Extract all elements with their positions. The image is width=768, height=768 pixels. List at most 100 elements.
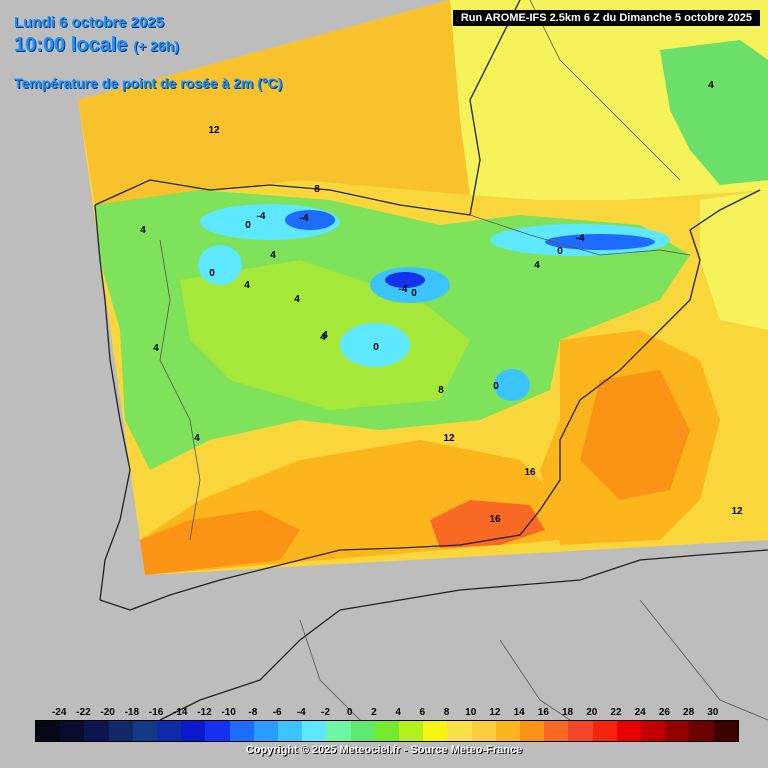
isoline-label: 8 — [438, 385, 444, 396]
isoline-label: 0 — [245, 220, 251, 231]
zone-east-yellow — [700, 190, 768, 330]
run-info: Run AROME-IFS 2.5km 6 Z du Dimanche 5 oc… — [452, 10, 760, 26]
legend-swatch — [84, 721, 109, 741]
legend-tick-label: 28 — [683, 707, 695, 718]
legend-swatch — [205, 721, 230, 741]
isoline-label: 4 — [244, 280, 250, 291]
legend-tick-label: -18 — [124, 707, 140, 718]
isoline-label: 4 — [534, 260, 540, 271]
isoline-label: -4 — [399, 284, 408, 295]
isoline-label: 12 — [208, 125, 220, 136]
zone-galicia — [198, 245, 242, 285]
copyright: Copyright © 2025 Meteociel.fr - Source M… — [245, 744, 523, 756]
legend-tick-label: 4 — [395, 707, 401, 718]
legend-tick-label: -16 — [148, 707, 164, 718]
isoline-label: 4 — [140, 225, 146, 236]
legend-swatch — [374, 721, 400, 741]
legend-swatch — [181, 721, 206, 741]
legend-tick-label: 22 — [610, 707, 622, 718]
legend-swatch — [423, 721, 448, 741]
legend-tick-label: 26 — [658, 707, 670, 718]
legend-tick-label: 30 — [707, 707, 719, 718]
legend-tick-label: -8 — [248, 707, 258, 718]
legend-tick-label: 8 — [443, 707, 450, 718]
legend-swatch — [229, 721, 254, 741]
legend-swatch — [568, 721, 593, 741]
legend-tick-label: 24 — [634, 707, 646, 718]
isoline-label: 4 — [153, 343, 159, 354]
legend-tick-label: 20 — [586, 707, 598, 718]
legend-swatch — [471, 721, 496, 741]
legend-tick-label: 2 — [371, 707, 377, 718]
isoline-label: 16 — [524, 467, 536, 478]
isoline-label: 4 — [708, 80, 714, 91]
isoline-label: 0 — [373, 342, 379, 353]
legend-swatch — [399, 721, 424, 741]
legend-tick-label: 18 — [561, 707, 574, 718]
parameter-title: Température de point de rosée à 2m (°C) — [14, 75, 283, 91]
legend-tick-label: -4 — [296, 707, 306, 718]
zone-iberic-core — [385, 272, 425, 288]
legend-swatch — [157, 721, 182, 741]
isoline-label: 0 — [557, 246, 563, 257]
zone-cantabria-core — [285, 210, 335, 230]
isoline-label: -4 — [300, 213, 309, 224]
legend-tick-label: -14 — [173, 707, 188, 718]
isoline-label: -4 — [576, 233, 585, 244]
legend-tick-label: 6 — [419, 707, 426, 718]
forecast-lead: (+ 26h) — [133, 38, 179, 54]
isoline-label: 16 — [489, 514, 501, 525]
isoline-label: 12 — [731, 506, 743, 517]
zone-biscay — [78, 0, 470, 205]
isoline-label: 4 — [320, 332, 326, 343]
legend-tick-label: 10 — [465, 707, 477, 718]
isoline-label: 0 — [209, 268, 215, 279]
legend-tick-label: -22 — [76, 707, 91, 718]
legend-tick-label: -6 — [272, 707, 282, 718]
isoline-label: 4 — [270, 250, 276, 261]
legend-swatch — [665, 721, 690, 741]
legend-tick-label: 12 — [489, 707, 501, 718]
forecast-time-value: 10:00 locale — [14, 34, 128, 56]
isoline-label: 12 — [443, 433, 455, 444]
legend-swatch — [132, 721, 158, 741]
isoline-label: 8 — [314, 184, 320, 195]
zone-med-dark — [580, 370, 690, 500]
zone-central — [340, 323, 410, 367]
coastlines — [94, 0, 768, 721]
isoline-label: 0 — [411, 288, 417, 299]
legend-tick-label: 14 — [513, 707, 525, 718]
legend-tick-label: -2 — [321, 707, 330, 718]
legend-swatch — [253, 721, 279, 741]
legend-tick-label: 0 — [346, 707, 353, 718]
legend-swatch — [60, 721, 85, 741]
isoline-label: 4 — [322, 330, 328, 341]
isoline-label: -4 — [257, 211, 266, 222]
legend-swatch — [302, 721, 327, 741]
legend-tick-label: -24 — [51, 707, 67, 718]
legend-swatch — [544, 721, 569, 741]
forecast-date: Lundi 6 octobre 2025 — [14, 14, 165, 31]
legend-swatch — [278, 721, 303, 741]
isoline-label: 4 — [294, 294, 300, 305]
legend-ticks: -24 -22 -20 -18 -16 -14 -12 -10 -8 -6 -4 -2 0 2 4 6 8 10 1… — [25, 707, 747, 719]
legend-swatch — [592, 721, 617, 741]
legend-tick-label: -10 — [221, 707, 236, 718]
legend-swatch — [689, 721, 714, 741]
isoline-label: 4 — [194, 433, 200, 444]
legend-swatch — [713, 721, 738, 741]
legend-swatch — [495, 721, 521, 741]
legend-swatch — [350, 721, 375, 741]
zone-teruel — [494, 369, 530, 401]
legend-swatch — [616, 721, 642, 741]
legend-color-bar — [35, 720, 739, 742]
legend-swatch — [326, 721, 351, 741]
legend-swatch — [520, 721, 545, 741]
borders — [159, 0, 768, 741]
legend-swatch — [447, 721, 472, 741]
zone-southwest-hot — [140, 510, 300, 575]
legend-swatch — [641, 721, 666, 741]
zone-pyrenees-core — [545, 234, 655, 250]
